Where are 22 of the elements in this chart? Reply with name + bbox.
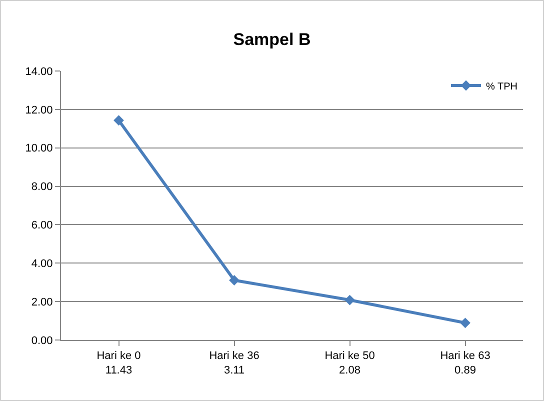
y-tick-label: 6.00	[31, 220, 53, 232]
data-label: 2.08	[339, 364, 360, 376]
data-label: 3.11	[224, 364, 245, 376]
chart-title: Sampel B	[233, 30, 311, 49]
y-tick-label: 12.00	[25, 104, 53, 116]
data-label: 11.43	[105, 364, 132, 376]
y-tick-label: 0.00	[31, 334, 53, 347]
x-tick-label: Hari ke 0	[96, 350, 141, 362]
data-label: 0.89	[454, 364, 476, 376]
point	[344, 294, 355, 306]
point	[114, 115, 124, 126]
x-tick-label: Hari ke 63	[440, 350, 490, 362]
point	[460, 318, 470, 328]
point	[229, 275, 240, 286]
y-tick-label: 8.00	[31, 181, 53, 194]
x-tick-label: Hari ke 50	[324, 350, 375, 362]
legend-label: % TPH	[486, 81, 518, 92]
y-tick-label: 4.00	[31, 258, 53, 270]
x-tick-label: Hari ke 36	[209, 350, 260, 362]
y-tick-label: 14.00	[25, 66, 53, 78]
y-tick-label: 10.00	[25, 142, 53, 155]
y-tick-label: 2.00	[31, 296, 53, 308]
